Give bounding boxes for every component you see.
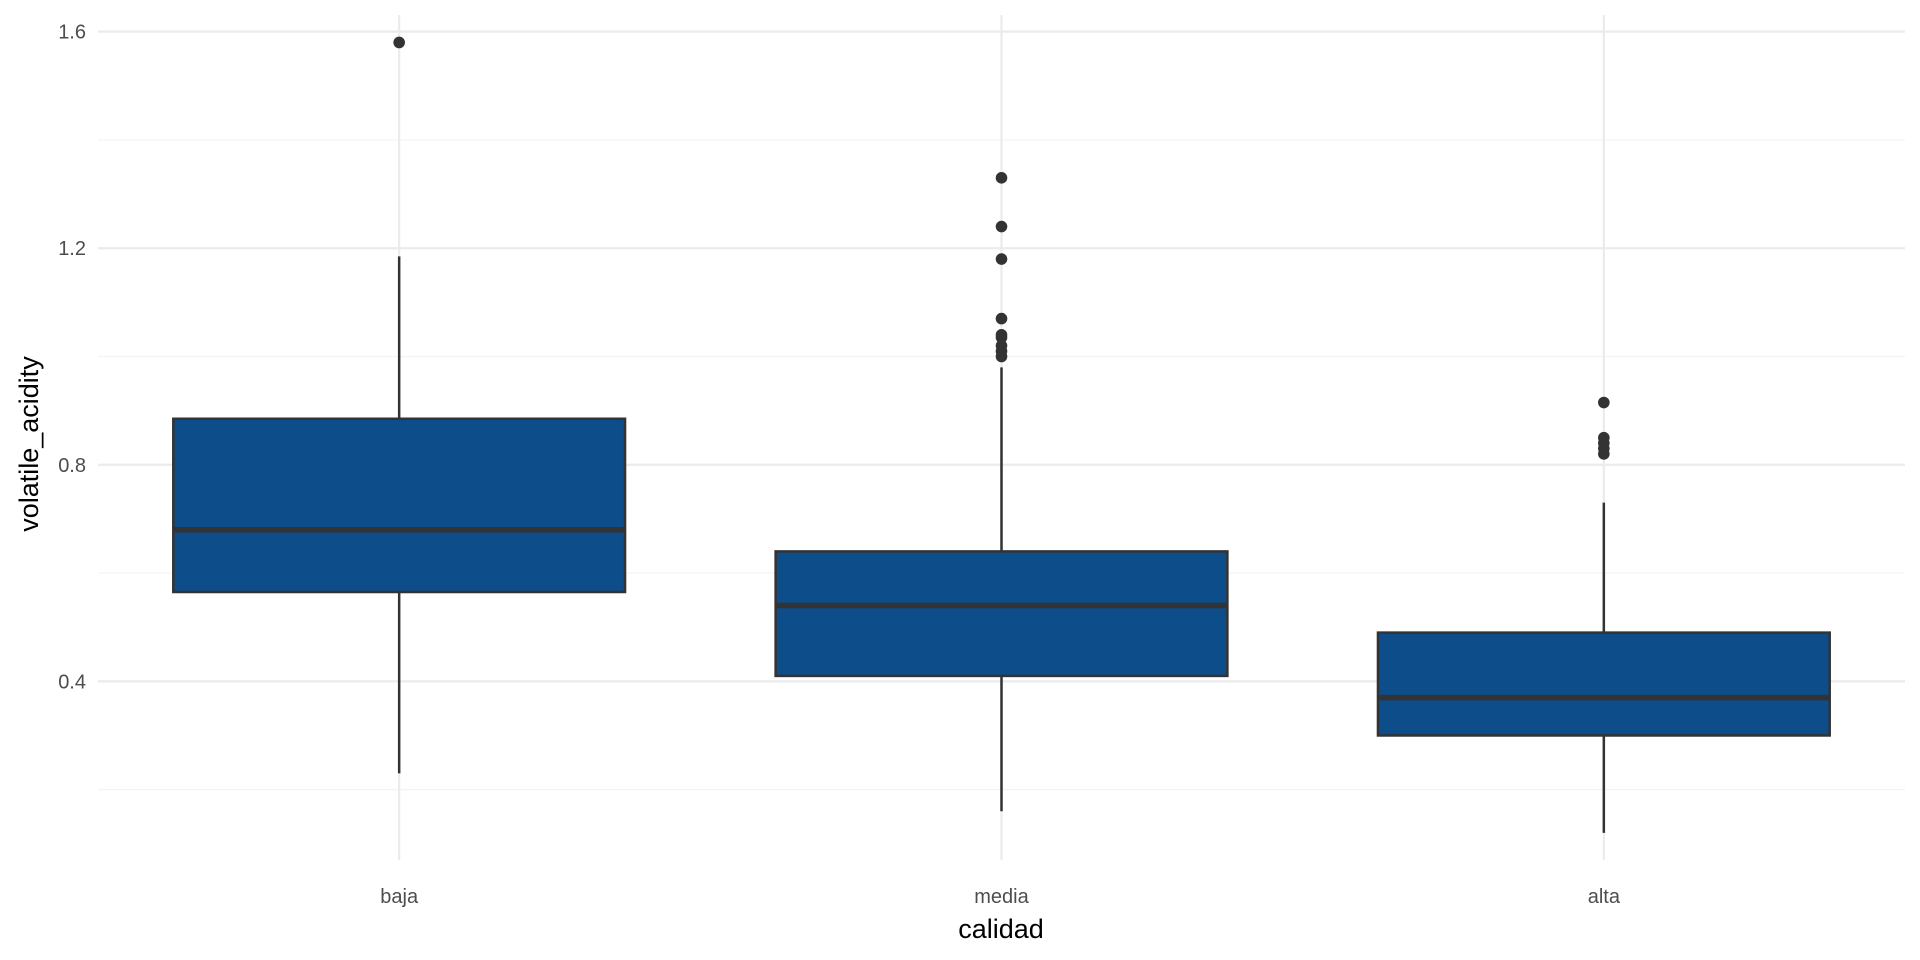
x-axis-title: calidad	[958, 914, 1044, 944]
outlier-point	[995, 312, 1008, 325]
x-tick-label: baja	[380, 886, 419, 908]
box-iqr	[172, 417, 627, 594]
y-tick-label: 0.8	[58, 455, 86, 477]
outlier-point	[1598, 396, 1610, 409]
outlier-point	[1598, 448, 1610, 460]
outlier-point	[995, 220, 1008, 233]
box-iqr	[774, 550, 1229, 678]
box-group-alta	[1376, 396, 1831, 833]
x-tick-label: alta	[1588, 886, 1621, 908]
outlier-point	[995, 253, 1008, 265]
y-tick-label: 1.2	[58, 238, 86, 260]
boxes	[172, 36, 1831, 833]
box-iqr	[1376, 631, 1831, 737]
outlier-point	[995, 172, 1008, 184]
y-tick-label: 1.6	[58, 22, 86, 44]
box-group-media	[774, 172, 1229, 812]
x-tick-label: media	[974, 886, 1029, 908]
axis-ticks: 0.4 0.8 1.2 1.6 baja media alta	[58, 22, 1621, 908]
outlier-point	[995, 350, 1008, 363]
outlier-point	[393, 36, 405, 49]
outlier-point	[995, 331, 1008, 344]
y-tick-label: 0.4	[58, 671, 86, 693]
box-group-baja	[172, 36, 627, 774]
y-axis-title: volatile_acidity	[14, 356, 44, 532]
